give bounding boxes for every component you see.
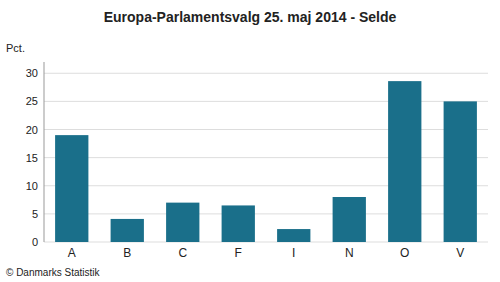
footer: © Danmarks Statistik [6,267,101,278]
x-tick-label: N [345,246,354,260]
y-tick-label: 15 [26,152,38,164]
bars [55,81,477,242]
x-tick-label: C [178,246,187,260]
bar [388,81,421,242]
bar [277,229,310,242]
x-tick-label: F [235,246,242,260]
x-tick-label: A [68,246,76,260]
bar [444,101,477,242]
grid-line [44,73,488,74]
y-tick-label: 5 [32,208,38,220]
y-axis-label: Pct. [6,42,25,54]
y-tick-label: 25 [26,95,38,107]
chart-svg: Europa-Parlamentsvalg 25. maj 2014 - Sel… [0,0,500,282]
x-tick-label: O [400,246,409,260]
y-tick-label: 30 [26,67,38,79]
y-tick-label: 0 [32,236,38,248]
bar [222,205,255,242]
bar [166,203,199,242]
title: Europa-Parlamentsvalg 25. maj 2014 - Sel… [104,9,397,25]
grid [44,73,488,242]
x-tick-label: B [123,246,131,260]
x-tick-label: V [456,246,464,260]
chart-container: Europa-Parlamentsvalg 25. maj 2014 - Sel… [0,0,500,282]
y-tick-label: 10 [26,180,38,192]
y-axis-line [44,62,45,242]
bar [55,135,88,242]
y-tick-label: 20 [26,124,38,136]
bar [333,197,366,242]
bar [111,219,144,242]
x-tick-label: I [292,246,295,260]
